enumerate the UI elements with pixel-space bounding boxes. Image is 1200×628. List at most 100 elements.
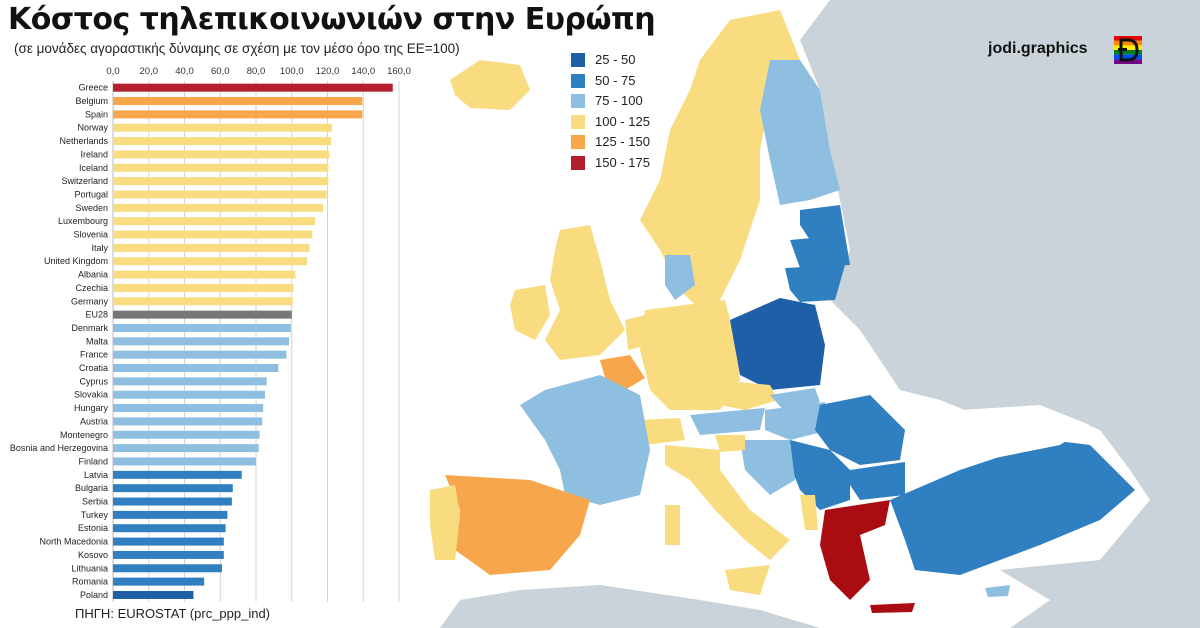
x-tick-label: 20,0 xyxy=(140,66,159,77)
category-label: Hungary xyxy=(74,403,109,413)
bar xyxy=(113,97,363,106)
legend-item: 125 - 150 xyxy=(571,132,691,152)
bar xyxy=(113,163,329,172)
legend-label: 75 - 100 xyxy=(595,93,643,108)
map-czechia xyxy=(715,380,778,410)
bar xyxy=(113,484,233,493)
category-label: Sweden xyxy=(75,203,108,213)
bar xyxy=(113,457,256,466)
map-iceland xyxy=(450,60,530,110)
category-label: Germany xyxy=(71,296,109,306)
map-crete xyxy=(870,603,915,613)
bar xyxy=(113,537,224,546)
x-tick-label: 0,0 xyxy=(106,66,119,77)
legend-label: 25 - 50 xyxy=(595,52,636,67)
category-label: Serbia xyxy=(82,497,108,507)
map-greece xyxy=(820,500,890,600)
map-france xyxy=(520,375,650,505)
category-label: Czechia xyxy=(75,283,108,293)
category-label: Italy xyxy=(91,243,108,253)
brand-logo-icon xyxy=(1114,36,1142,64)
map-black-sea xyxy=(905,405,1090,470)
chart-subtitle: (σε μονάδες αγοραστικής δύναμης σε σχέση… xyxy=(14,41,460,56)
category-label: France xyxy=(80,350,108,360)
x-tick-label: 80,0 xyxy=(247,66,266,77)
x-tick-label: 160,0 xyxy=(387,66,411,77)
map-albania xyxy=(800,495,818,530)
x-tick-label: 100,0 xyxy=(280,66,304,77)
map-slovakia xyxy=(770,388,820,412)
map-germany xyxy=(640,300,740,410)
category-label: Lithuania xyxy=(71,563,108,573)
bar xyxy=(113,444,259,453)
map-sicily xyxy=(725,565,770,595)
bar xyxy=(113,404,264,413)
map-norway-sweden xyxy=(640,10,800,310)
bar xyxy=(113,203,324,212)
map-balkans xyxy=(790,440,850,510)
category-label: Malta xyxy=(86,336,108,346)
map-estonia xyxy=(800,205,845,240)
map-netherlands xyxy=(625,315,648,350)
map-finland xyxy=(760,60,840,205)
map-hungary xyxy=(765,402,830,440)
bar xyxy=(113,123,332,132)
map-austria xyxy=(690,408,765,435)
source-label: ΠΗΓΗ: xyxy=(75,606,118,621)
source-code: (prc_ppp_ind) xyxy=(186,606,271,621)
legend-swatch xyxy=(571,94,585,108)
x-tick-label: 120,0 xyxy=(316,66,340,77)
category-label: Iceland xyxy=(79,163,108,173)
bar xyxy=(113,137,332,146)
bar xyxy=(113,323,291,332)
bar xyxy=(113,510,228,519)
bar xyxy=(113,110,363,119)
category-label: Romania xyxy=(72,577,108,587)
bar xyxy=(113,550,224,559)
bar xyxy=(113,470,242,479)
source-note: ΠΗΓΗ: EUROSTAT (prc_ppp_ind) xyxy=(75,606,270,621)
source-name: EUROSTAT xyxy=(117,606,187,621)
category-label: Portugal xyxy=(74,189,108,199)
map-spain xyxy=(445,475,590,575)
x-tick-label: 60,0 xyxy=(211,66,230,77)
category-label: Spain xyxy=(85,109,108,119)
map-croatia-bosnia xyxy=(740,440,795,495)
category-label: Denmark xyxy=(71,323,108,333)
legend-label: 150 - 175 xyxy=(595,154,650,170)
brand-name: jodi.graphics xyxy=(988,40,1088,57)
legend-item: 75 - 100 xyxy=(571,91,691,111)
chart-title: Κόστος τηλεπικοινωνιών στην Ευρώπη xyxy=(8,2,656,37)
category-label: Poland xyxy=(80,590,108,600)
category-label: Luxembourg xyxy=(58,216,108,226)
category-label: Greece xyxy=(78,83,108,93)
x-tick-label: 40,0 xyxy=(175,66,194,77)
category-label: Slovakia xyxy=(74,390,108,400)
bar-chart: 0,0 20,0 40,0 60,0 80,0 100,0 120,0 140,0 160,0 G… xyxy=(0,60,420,606)
category-label: Turkey xyxy=(81,510,109,520)
category-label: Norway xyxy=(77,123,108,133)
map-ireland xyxy=(510,285,550,340)
legend-item: 50 - 75 xyxy=(571,71,691,91)
bar xyxy=(113,83,393,92)
bar xyxy=(113,350,287,359)
category-label: EU28 xyxy=(85,310,108,320)
map-uk xyxy=(545,225,625,360)
bar xyxy=(113,564,223,573)
bar xyxy=(113,524,226,533)
x-tick-label: 140,0 xyxy=(351,66,375,77)
bar xyxy=(113,270,296,279)
bar xyxy=(113,310,292,319)
map-romania xyxy=(815,395,905,465)
category-label: Belgium xyxy=(75,96,108,106)
bar xyxy=(113,190,327,199)
category-label: Switzerland xyxy=(61,176,108,186)
legend-swatch xyxy=(571,53,585,67)
category-label: North Macedonia xyxy=(39,537,108,547)
map-cyprus xyxy=(985,585,1010,597)
category-label: Bulgaria xyxy=(75,483,108,493)
bar xyxy=(113,364,279,373)
category-label: Latvia xyxy=(84,470,108,480)
legend-swatch xyxy=(571,135,585,149)
category-label: Netherlands xyxy=(59,136,108,146)
